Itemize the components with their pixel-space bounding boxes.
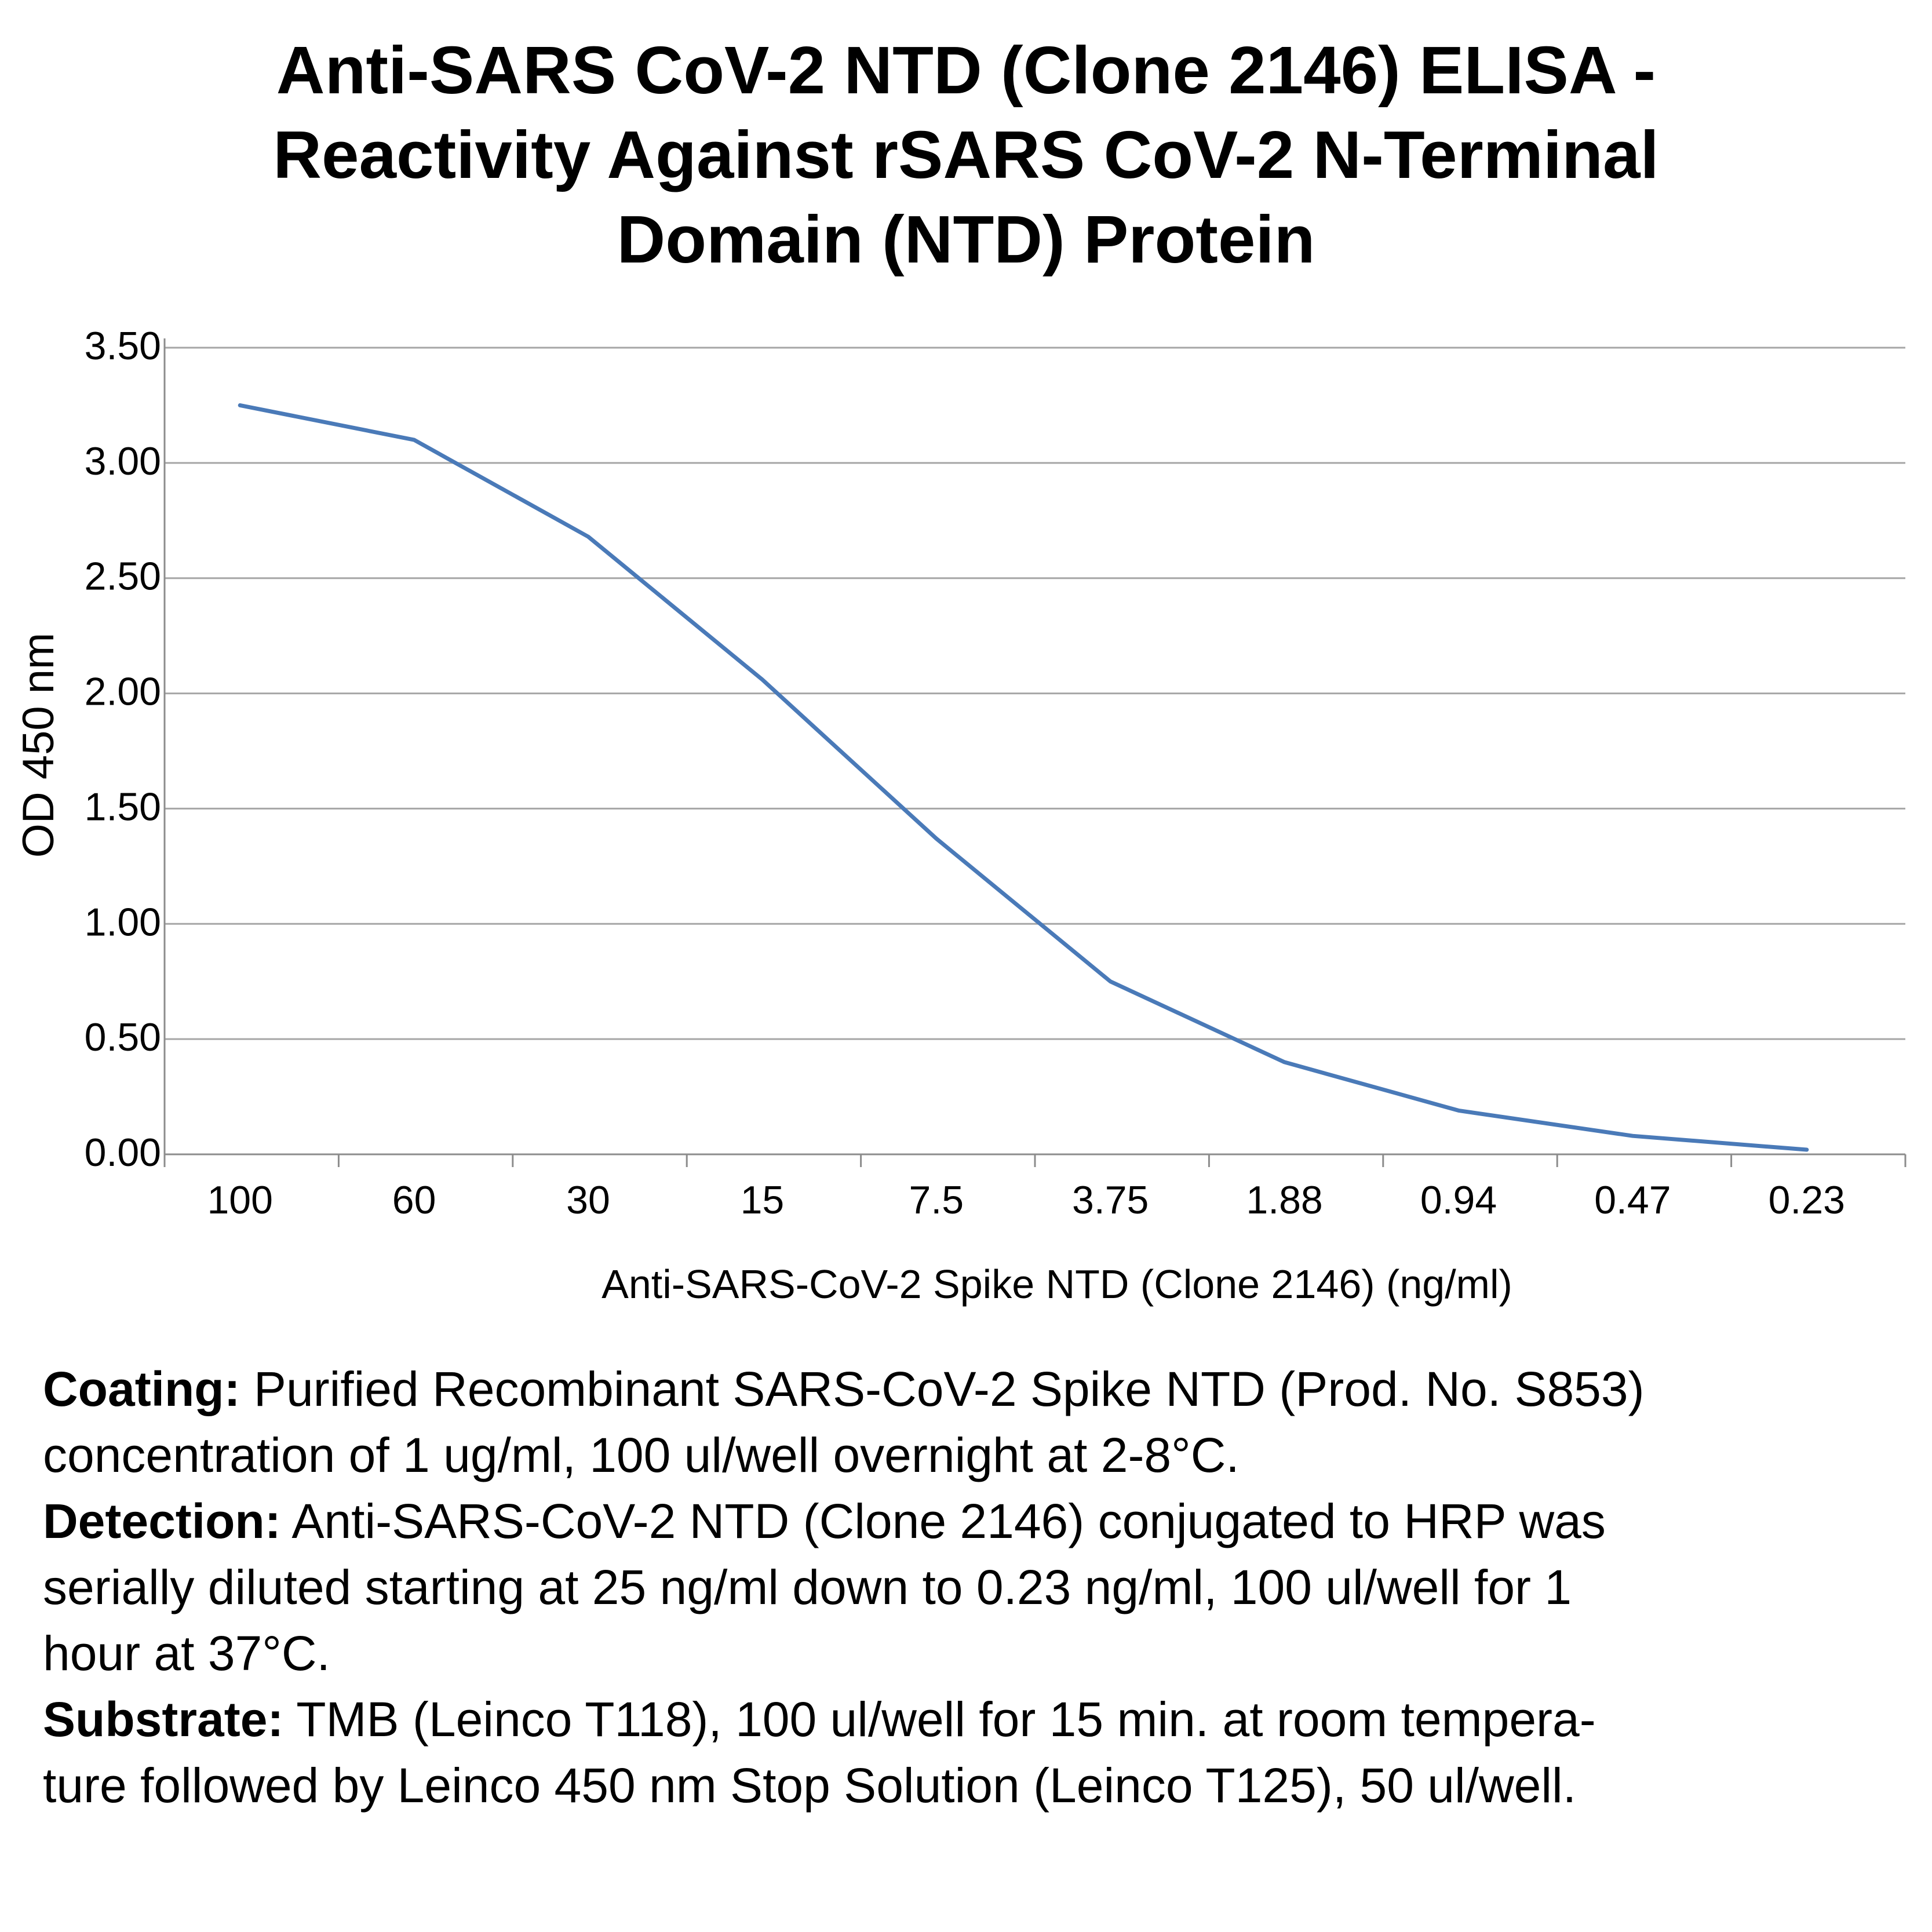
x-tick-label: 100 [207,1178,272,1222]
assay-notes: Coating: Purified Recombinant SARS-CoV-2… [43,1356,1909,1818]
title-line: Anti-SARS CoV-2 NTD (Clone 2146) ELISA - [276,32,1656,108]
note-line: hour at 37°C. [43,1620,1909,1686]
x-tick-label: 30 [566,1178,610,1222]
y-tick-label: 2.50 [85,555,161,599]
note-line: Detection: Anti-SARS-CoV-2 NTD (Clone 21… [43,1488,1909,1554]
note-line: serially diluted starting at 25 ng/ml do… [43,1554,1909,1620]
note-label: Detection: [43,1494,281,1548]
note-label: Substrate: [43,1692,284,1747]
x-tick-label: 0.47 [1594,1178,1671,1222]
x-axis-title: Anti-SARS-CoV-2 Spike NTD (Clone 2146) (… [602,1262,1512,1307]
note-text: hour at 37°C. [43,1626,330,1681]
note-line: Substrate: TMB (Leinco T118), 100 ul/wel… [43,1686,1909,1752]
x-tick-label: 15 [741,1178,785,1222]
y-tick-label: 3.00 [85,439,161,483]
elisa-line-chart: 0.00 0.50 1.00 1.50 2.00 2.50 3.00 3.50 100 60 30 1… [14,324,1907,1307]
chart-title: Anti-SARS CoV-2 NTD (Clone 2146) ELISA -… [0,28,1932,282]
y-tick-label: 1.00 [85,900,161,944]
y-tick-label: 3.50 [85,324,161,368]
note-text: serially diluted starting at 25 ng/ml do… [43,1560,1572,1614]
note-text: TMB (Leinco T118), 100 ul/well for 15 mi… [283,1692,1596,1747]
x-tick-label: 3.75 [1072,1178,1149,1222]
note-text: concentration of 1 ug/ml, 100 ul/well ov… [43,1428,1240,1482]
title-line: Domain (NTD) Protein [617,202,1315,277]
note-text: Purified Recombinant SARS-CoV-2 Spike NT… [240,1362,1645,1416]
y-tick-label: 2.00 [85,670,161,714]
note-text: ture followed by Leinco 450 nm Stop Solu… [43,1758,1577,1813]
x-tick-label: 60 [392,1178,436,1222]
x-tick-label: 7.5 [909,1178,964,1222]
series-line [238,403,1809,1152]
x-tick-label: 0.23 [1769,1178,1845,1222]
y-tick-label: 1.50 [85,785,161,829]
x-tick-label: 0.94 [1420,1178,1497,1222]
title-line: Reactivity Against rSARS CoV-2 N-Termina… [273,117,1659,192]
note-text: Anti-SARS-CoV-2 NTD (Clone 2146) conjuga… [280,1494,1606,1548]
x-tick-label: 1.88 [1246,1178,1322,1222]
note-line: concentration of 1 ug/ml, 100 ul/well ov… [43,1422,1909,1488]
y-tick-label: 0.50 [85,1015,161,1059]
y-axis-title: OD 450 nm [14,633,63,858]
note-label: Coating: [43,1362,240,1416]
note-line: Coating: Purified Recombinant SARS-CoV-2… [43,1356,1909,1422]
note-line: ture followed by Leinco 450 nm Stop Solu… [43,1752,1909,1818]
y-tick-label: 0.00 [85,1131,161,1175]
